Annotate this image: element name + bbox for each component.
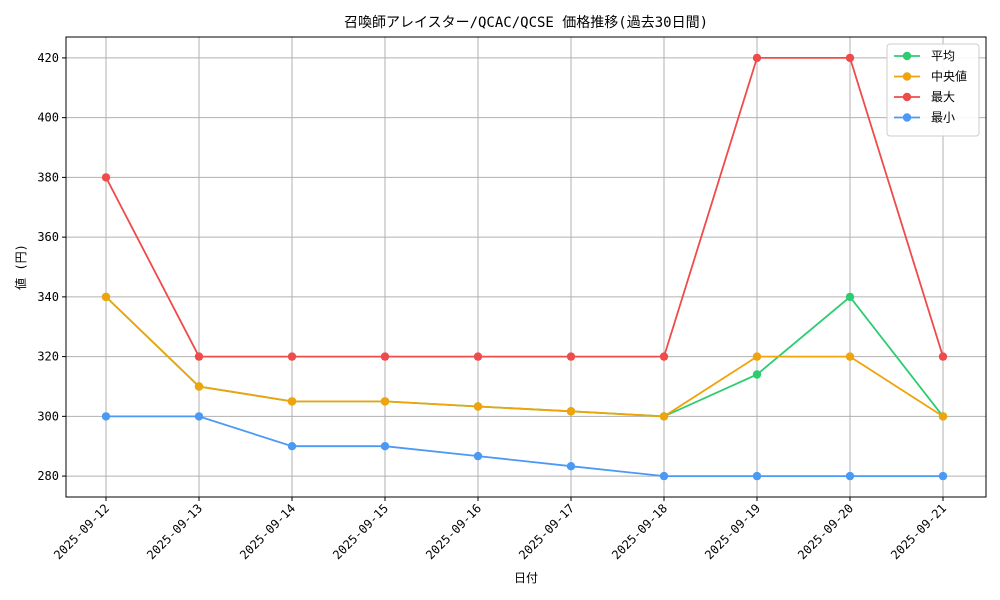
data-point bbox=[938, 471, 948, 481]
y-tick-label: 300 bbox=[37, 409, 59, 423]
y-tick-label: 400 bbox=[37, 111, 59, 125]
legend-label: 平均 bbox=[931, 49, 955, 63]
legend-label: 中央値 bbox=[931, 69, 967, 84]
data-point bbox=[752, 53, 762, 63]
data-point bbox=[752, 352, 762, 361]
x-tick-label: 2025-09-16 bbox=[423, 501, 484, 562]
series-line bbox=[106, 415, 943, 478]
x-axis-label: 日付 bbox=[514, 571, 538, 585]
y-tick-label: 340 bbox=[37, 290, 59, 304]
data-point bbox=[101, 412, 111, 421]
legend-marker bbox=[902, 51, 912, 61]
series-layer bbox=[101, 53, 948, 481]
y-tick-label: 420 bbox=[37, 51, 59, 65]
data-point bbox=[473, 352, 483, 361]
data-point bbox=[287, 352, 297, 361]
data-point bbox=[101, 292, 111, 302]
x-tick-label: 2025-09-21 bbox=[888, 501, 949, 562]
chart-title: 召喚師アレイスター/QCAC/QCSE 価格推移(過去30日間) bbox=[344, 15, 708, 31]
x-tick-label: 2025-09-15 bbox=[330, 501, 391, 562]
data-point bbox=[659, 412, 669, 421]
data-point bbox=[194, 382, 204, 391]
data-point bbox=[101, 173, 111, 182]
data-point bbox=[380, 397, 390, 406]
data-point bbox=[380, 442, 390, 451]
data-point bbox=[473, 451, 483, 461]
data-point bbox=[566, 352, 576, 361]
x-tick-label: 2025-09-12 bbox=[51, 501, 112, 562]
x-tick-label: 2025-09-13 bbox=[144, 501, 205, 562]
x-tick-label: 2025-09-14 bbox=[237, 501, 298, 562]
data-point bbox=[194, 352, 204, 361]
data-point bbox=[752, 370, 762, 379]
y-tick-label: 320 bbox=[37, 350, 59, 364]
data-point bbox=[845, 292, 855, 302]
x-tick-label: 2025-09-19 bbox=[702, 501, 763, 562]
plot-area bbox=[65, 36, 987, 498]
x-tick-label: 2025-09-18 bbox=[609, 501, 670, 562]
legend-marker bbox=[902, 113, 912, 122]
data-point bbox=[659, 352, 669, 361]
x-tick-label: 2025-09-17 bbox=[516, 501, 577, 562]
grid bbox=[66, 37, 986, 497]
y-tick-label: 360 bbox=[37, 230, 59, 244]
legend-box bbox=[886, 43, 980, 137]
data-point bbox=[566, 462, 576, 471]
x-tick-label: 2025-09-20 bbox=[795, 501, 856, 562]
data-point bbox=[938, 352, 948, 361]
legend-label: 最小 bbox=[931, 111, 955, 125]
y-axis-label: 値 (円) bbox=[13, 244, 28, 290]
legend-marker bbox=[902, 72, 912, 81]
data-point bbox=[659, 471, 669, 481]
data-point bbox=[287, 397, 297, 406]
legend-marker bbox=[902, 92, 912, 102]
data-point bbox=[845, 352, 855, 361]
data-point bbox=[845, 53, 855, 63]
data-point bbox=[194, 412, 204, 421]
data-point bbox=[938, 412, 948, 421]
series-line bbox=[105, 296, 944, 418]
y-tick-label: 380 bbox=[37, 170, 59, 184]
axes: 2025-09-12 2025-09-13 2025-09-14 2025-09-15… bbox=[37, 51, 949, 562]
y-tick-label: 280 bbox=[37, 469, 59, 483]
legend-label: 最大 bbox=[931, 90, 955, 104]
data-point bbox=[566, 407, 576, 416]
data-point bbox=[473, 402, 483, 411]
data-point bbox=[752, 471, 762, 481]
data-point bbox=[845, 471, 855, 481]
series-line bbox=[105, 57, 944, 358]
data-point bbox=[380, 352, 390, 361]
data-point bbox=[287, 442, 297, 451]
